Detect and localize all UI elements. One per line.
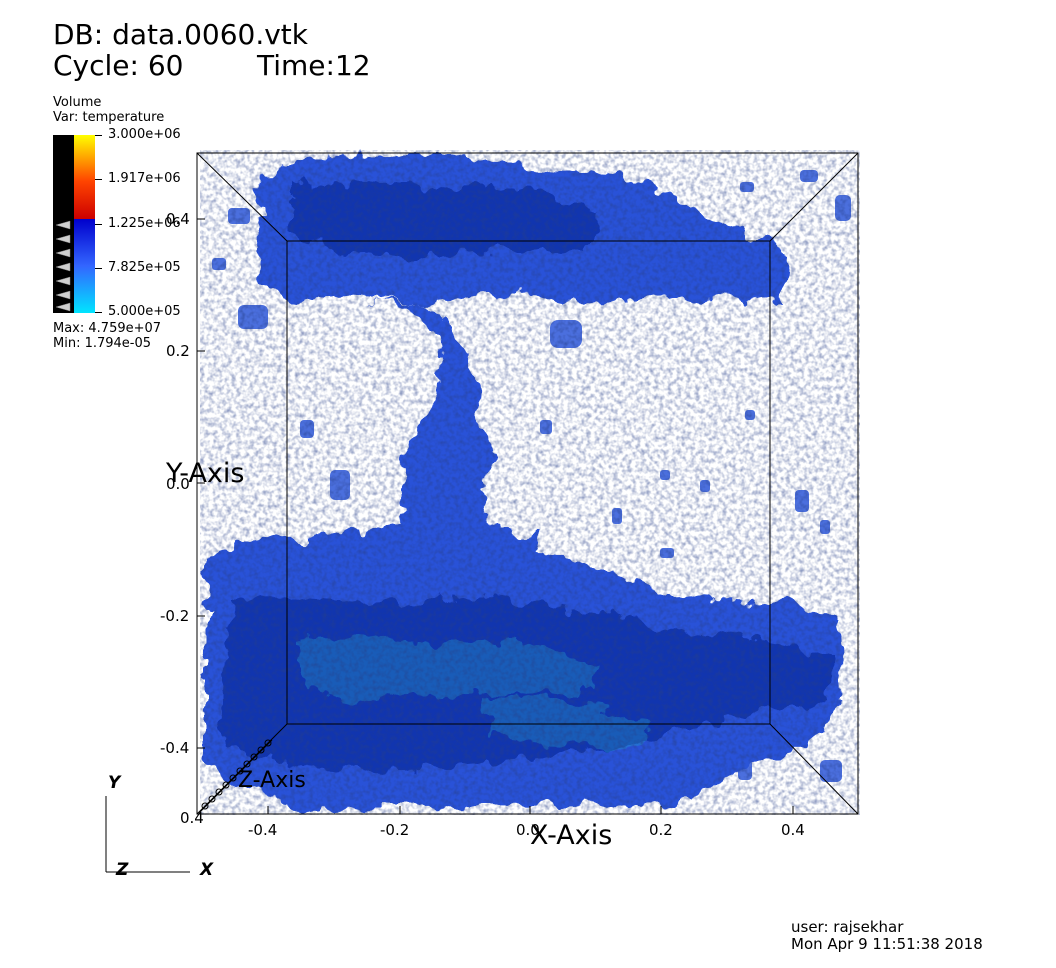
opacity-markers [55, 220, 71, 312]
legend-plot-type: Volume [53, 95, 102, 110]
x-axis-ticks [267, 806, 794, 814]
colorbar-tick-label: 1.225e+06 [108, 216, 181, 231]
colorbar-tick-mark [95, 224, 102, 225]
colorbar-tick-label: 1.917e+06 [108, 171, 181, 186]
timestamp-label: Mon Apr 9 11:51:38 2018 [791, 935, 983, 953]
colorbar-tick-label: 3.000e+06 [108, 127, 181, 142]
colorbar-tick-mark [95, 268, 102, 269]
y-axis-title: Y-Axis [166, 458, 245, 489]
legend-max: Max: 4.759e+07 [53, 321, 162, 336]
y-tick-label: 0.4 [166, 210, 190, 228]
z-tick-label: 0.4 [180, 809, 204, 827]
x-axis-title: X-Axis [530, 820, 613, 851]
axis-triad [105, 796, 190, 873]
y-axis-ticks [197, 218, 205, 749]
database-title: DB: data.0060.vtk [53, 18, 308, 51]
colorbar-cool-range [74, 219, 95, 313]
x-tick-label: 0.0 [516, 821, 540, 839]
colorbar-tick-mark [95, 312, 102, 313]
colorbar-tick-mark [95, 135, 102, 136]
x-tick-label: -0.2 [380, 821, 410, 839]
z-axis-ticks [199, 739, 273, 813]
x-tick-label: 0.4 [781, 821, 805, 839]
x-tick-label: -0.4 [248, 821, 278, 839]
colorbar [53, 135, 95, 313]
cycle-label: Cycle: 60 [53, 49, 184, 82]
y-tick-label: -0.4 [160, 739, 190, 757]
colorbar-tick-mark [95, 179, 102, 180]
x-tick-label: 0.2 [649, 821, 673, 839]
y-tick-label: -0.2 [160, 607, 190, 625]
colorbar-hot-range [74, 135, 95, 219]
z-axis-title: Z-Axis [238, 768, 306, 793]
triad-z-label: Z [116, 860, 129, 880]
y-tick-label: 0.0 [166, 475, 190, 493]
triad-x-label: X [200, 860, 214, 880]
colorbar-tick-label: 7.825e+05 [108, 260, 181, 275]
colorbar-tick-label: 5.000e+05 [108, 304, 181, 319]
y-tick-label: 0.2 [166, 342, 190, 360]
legend-min: Min: 1.794e-05 [53, 336, 152, 351]
user-label: user: rajsekhar [791, 918, 904, 936]
triad-y-label: Y [108, 773, 121, 793]
time-label: Time:12 [257, 49, 371, 82]
legend-variable: Var: temperature [53, 110, 165, 125]
